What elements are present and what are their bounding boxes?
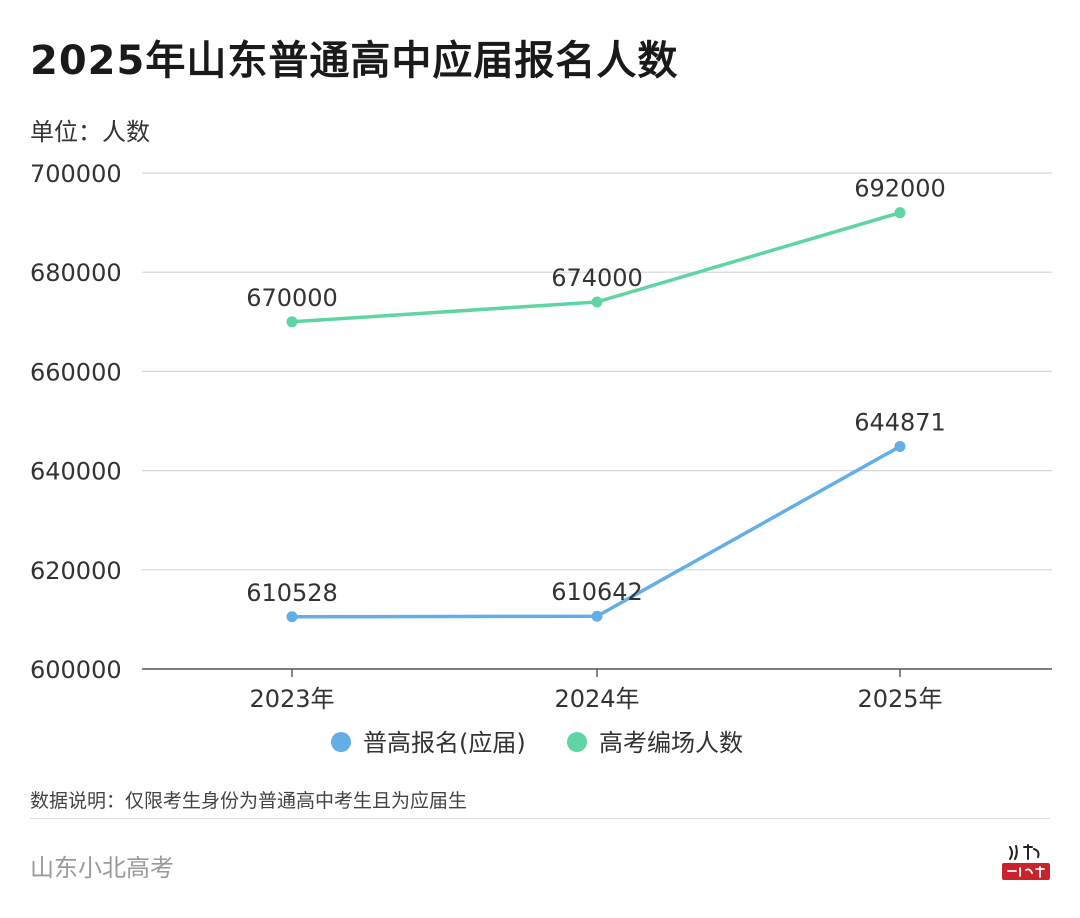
legend-item-1: 普高报名(应届) xyxy=(331,729,526,757)
footer-divider xyxy=(30,818,1050,819)
data-note: 数据说明：仅限考生身份为普通高中考生且为应届生 xyxy=(30,790,468,812)
data-label: 674000 xyxy=(551,264,643,292)
series-1: 610528 610642 644871 xyxy=(246,408,946,623)
y-tick-label: 600000 xyxy=(30,656,122,684)
data-point xyxy=(286,316,298,328)
legend-label: 普高报名(应届) xyxy=(363,729,526,757)
legend-marker xyxy=(567,732,587,752)
data-label: 610642 xyxy=(551,578,643,606)
legend-item-2: 高考编场人数 xyxy=(567,729,743,757)
y-axis-ticks: 600000 620000 640000 660000 680000 700000 xyxy=(30,160,122,684)
data-label: 610528 xyxy=(246,579,338,607)
x-tick-label: 2024年 xyxy=(554,685,639,713)
y-tick-label: 680000 xyxy=(30,259,122,287)
brand-name: 山东小北高考 xyxy=(30,854,174,882)
data-label: 670000 xyxy=(246,284,338,312)
x-tick-label: 2023年 xyxy=(249,685,334,713)
data-point xyxy=(894,207,906,219)
y-tick-label: 640000 xyxy=(30,458,122,486)
data-label: 692000 xyxy=(854,175,946,203)
legend-marker xyxy=(331,732,351,752)
legend-label: 高考编场人数 xyxy=(599,729,743,757)
brand-logo-stamp xyxy=(1002,844,1050,880)
data-point xyxy=(286,611,298,623)
y-tick-label: 620000 xyxy=(30,557,122,585)
data-point xyxy=(591,610,603,622)
data-point xyxy=(591,296,603,308)
x-axis-ticks: 2023年 2024年 2025年 xyxy=(249,669,943,713)
series-2: 670000 674000 692000 xyxy=(246,175,946,328)
chart-title: 2025年山东普通高中应届报名人数 xyxy=(30,38,679,84)
data-label: 644871 xyxy=(854,408,946,436)
y-tick-label: 660000 xyxy=(30,358,122,386)
y-tick-label: 700000 xyxy=(30,160,122,188)
x-tick-label: 2025年 xyxy=(857,685,942,713)
legend: 普高报名(应届) 高考编场人数 xyxy=(331,729,743,757)
series-layer: 610528 610642 644871 670000 674000 692000 xyxy=(246,175,946,623)
unit-label: 单位：人数 xyxy=(30,118,150,146)
data-point xyxy=(894,440,906,452)
